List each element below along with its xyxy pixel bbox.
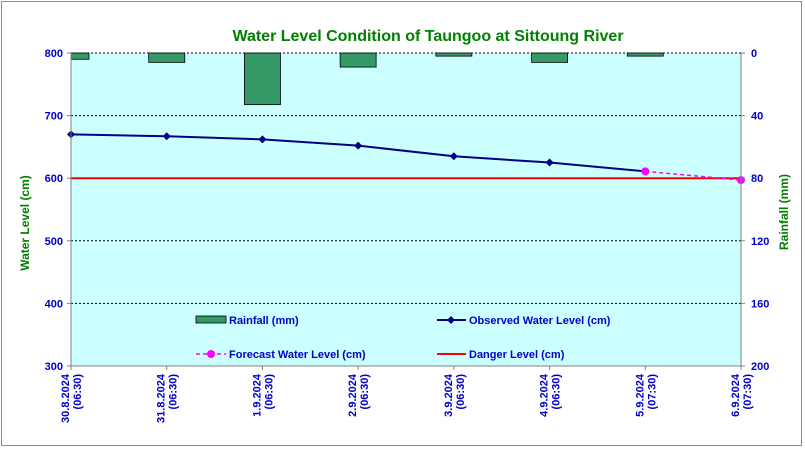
x-tick-date: 6.9.2024 (730, 373, 742, 417)
left-tick-label: 800 (45, 48, 63, 60)
rainfall-bar (339, 52, 377, 68)
chart-title: Water Level Condition of Taungoo at Sitt… (232, 28, 623, 45)
x-tick-date: 3.9.2024 (443, 373, 455, 417)
x-tick-date: 2.9.2024 (347, 373, 359, 417)
observed-point (162, 132, 171, 141)
rainfall-bar (148, 52, 186, 63)
plot-area (71, 53, 741, 366)
left-axis-label: Water Level (cm) (18, 175, 32, 271)
legend-marker-forecast (207, 350, 215, 358)
x-tick-time: (06:30) (455, 374, 467, 410)
left-tick-label: 700 (45, 111, 63, 123)
observed-water-level-series (67, 130, 650, 176)
observed-point (449, 152, 458, 161)
legend-swatch-rainfall (195, 315, 227, 324)
rainfall-bar (626, 52, 664, 57)
legend-label-rainfall: Rainfall (mm) (229, 315, 299, 327)
forecast-line (645, 170, 742, 181)
x-tick-time: (06:30) (168, 374, 180, 410)
left-tick-label: 300 (45, 361, 63, 373)
observed-point (258, 135, 267, 144)
x-tick-date: 5.9.2024 (634, 373, 646, 417)
rainfall-bar (244, 52, 281, 106)
x-tick-date: 31.8.2024 (156, 373, 168, 423)
rainfall-bars (70, 52, 664, 106)
right-tick-label: 120 (751, 236, 769, 248)
rainfall-bar (531, 52, 568, 63)
legend-marker-observed (447, 316, 455, 324)
right-axis-ticks: 200 160 120 80 40 0 (741, 48, 769, 373)
left-tick-label: 400 (45, 298, 63, 310)
legend-label-observed: Observed Water Level (cm) (469, 315, 611, 327)
x-tick-time: (06:30) (359, 374, 371, 410)
left-tick-label: 600 (45, 173, 63, 185)
right-axis-label: Rainfall (mm) (777, 174, 791, 250)
x-tick-time: (07:30) (646, 374, 658, 410)
rainfall-bar (435, 52, 473, 57)
right-tick-label: 200 (751, 361, 769, 373)
right-tick-label: 80 (751, 173, 763, 185)
right-tick-label: 40 (751, 111, 763, 123)
x-tick-time: (07:30) (742, 374, 754, 410)
left-axis-ticks: 300 400 500 600 700 800 (45, 48, 71, 373)
x-tick-date: 1.9.2024 (251, 373, 263, 417)
legend: Rainfall (mm) Observed Water Level (cm) Fo… (195, 315, 611, 361)
x-tick-date: 30.8.2024 (60, 373, 72, 423)
x-tick-time: (06:30) (263, 374, 275, 410)
x-tick-time: (06:30) (72, 374, 84, 410)
x-tick-time: (06:30) (551, 374, 563, 410)
axes (70, 53, 742, 367)
observed-point (354, 141, 363, 150)
legend-label-forecast: Forecast Water Level (cm) (229, 349, 366, 361)
right-tick-label: 0 (751, 48, 757, 60)
observed-point (545, 158, 554, 167)
legend-label-danger: Danger Level (cm) (469, 349, 565, 361)
left-tick-label: 500 (45, 236, 63, 248)
x-tick-date: 4.9.2024 (539, 373, 551, 417)
forecast-point (641, 167, 650, 176)
x-axis-ticks: 30.8.2024 (06:30) 31.8.2024 (06:30) 1.9.2024… (60, 366, 754, 423)
rainfall-bar (70, 52, 90, 60)
right-tick-label: 160 (751, 298, 769, 310)
